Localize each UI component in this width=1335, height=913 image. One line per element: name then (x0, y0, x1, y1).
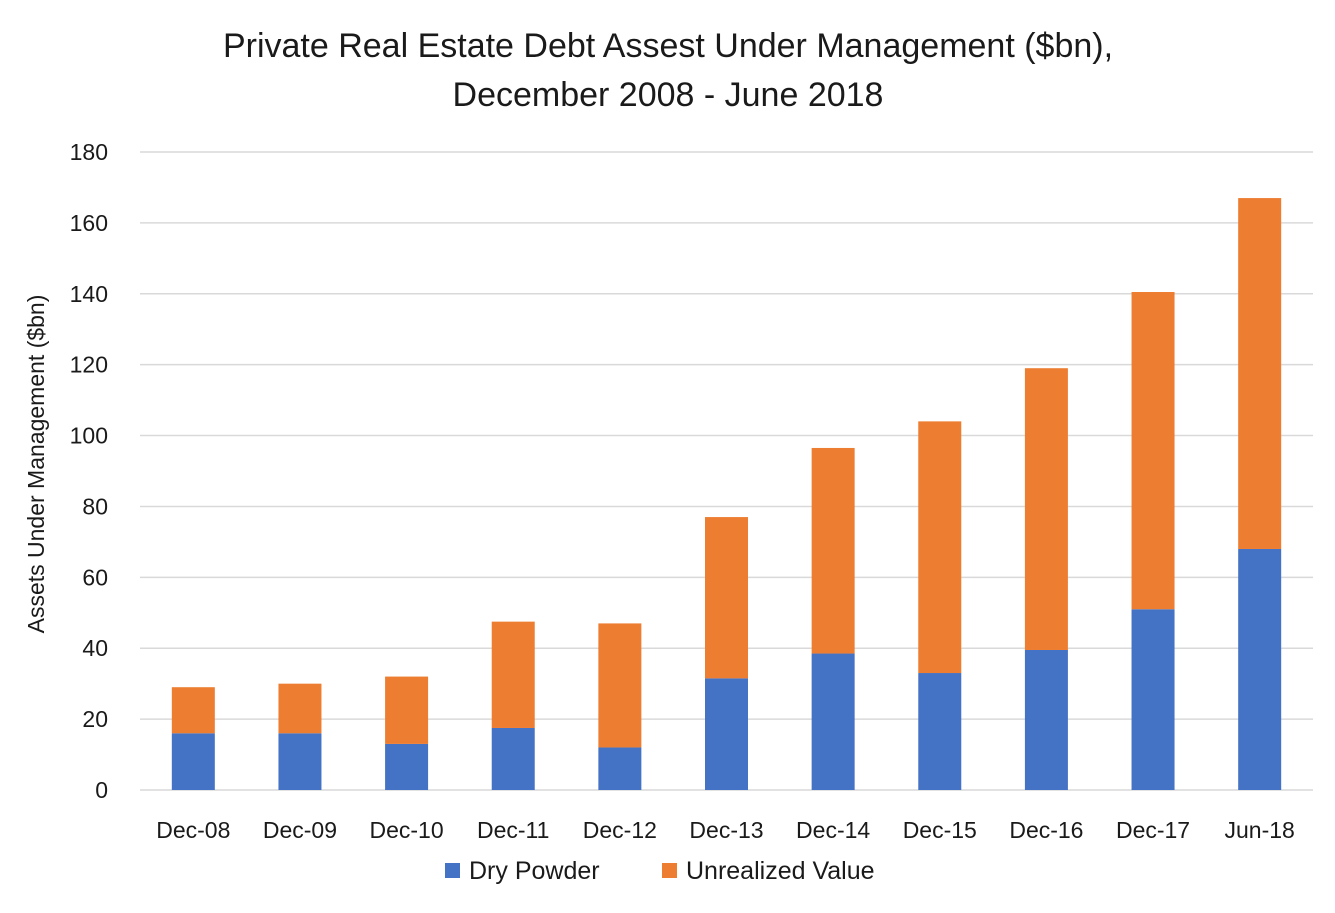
bar-unrealized-value (811, 447, 855, 654)
x-tick-label: Dec-09 (263, 817, 337, 843)
bar-unrealized-value (171, 687, 215, 734)
bar-unrealized-value (385, 676, 429, 744)
bar-dry-powder (598, 747, 642, 790)
bar-dry-powder (1131, 609, 1175, 790)
legend-swatch (445, 863, 460, 878)
legend: Dry Powder Unrealized Value (445, 857, 875, 885)
bar-unrealized-value (1131, 292, 1175, 610)
bar-unrealized-value (278, 683, 322, 734)
bar-dry-powder (811, 653, 855, 790)
y-tick-label: 40 (82, 635, 108, 661)
y-tick-label: 80 (82, 493, 108, 519)
bar-dry-powder (278, 733, 322, 790)
x-tick-label: Dec-08 (156, 817, 230, 843)
x-tick-label: Dec-13 (689, 817, 763, 843)
y-tick-label: 0 (95, 777, 108, 803)
bar-unrealized-value (1024, 368, 1068, 650)
bar-dry-powder (1024, 649, 1068, 790)
legend-label: Dry Powder (469, 857, 600, 885)
bar-unrealized-value (598, 623, 642, 748)
x-tick-label: Dec-15 (903, 817, 977, 843)
legend-swatch (662, 863, 677, 878)
y-tick-label: 120 (70, 352, 108, 378)
bar-unrealized-value (1238, 198, 1282, 549)
y-tick-label: 180 (70, 139, 108, 165)
legend-label: Unrealized Value (686, 857, 875, 885)
bar-unrealized-value (705, 517, 748, 679)
x-tick-label: Dec-12 (583, 817, 657, 843)
bar-dry-powder (705, 678, 748, 790)
x-tick-label: Dec-17 (1116, 817, 1190, 843)
bar-dry-powder (385, 743, 429, 790)
x-tick-label: Dec-16 (1009, 817, 1083, 843)
x-tick-label: Dec-14 (796, 817, 870, 843)
y-tick-label: 160 (70, 210, 108, 236)
bar-dry-powder (1238, 548, 1282, 790)
x-tick-label: Dec-10 (370, 817, 444, 843)
bar-dry-powder (491, 727, 535, 790)
x-tick-label: Jun-18 (1225, 817, 1295, 843)
bar-unrealized-value (918, 421, 962, 674)
bar-dry-powder (918, 673, 962, 790)
x-tick-label: Dec-11 (477, 817, 549, 843)
y-tick-label: 60 (82, 564, 108, 590)
x-axis-ticks: Dec-08 Dec-09 Dec-10 Dec-11 Dec-12 Dec-13 Dec-… (156, 817, 1295, 843)
y-axis-ticks: 0 20 40 60 80 100 120 140 160 180 (70, 139, 108, 803)
chart-title: Private Real Estate Debt Assest Under Ma… (223, 27, 1113, 65)
bars (171, 198, 1282, 790)
y-axis-label: Assets Under Management ($bn) (23, 295, 49, 634)
y-tick-label: 100 (70, 423, 108, 449)
bar-unrealized-value (491, 621, 535, 728)
gridlines (140, 151, 1313, 791)
y-tick-label: 140 (70, 281, 108, 307)
chart-subtitle: December 2008 - June 2018 (453, 76, 884, 114)
y-tick-label: 20 (82, 706, 108, 732)
bar-dry-powder (171, 733, 215, 790)
